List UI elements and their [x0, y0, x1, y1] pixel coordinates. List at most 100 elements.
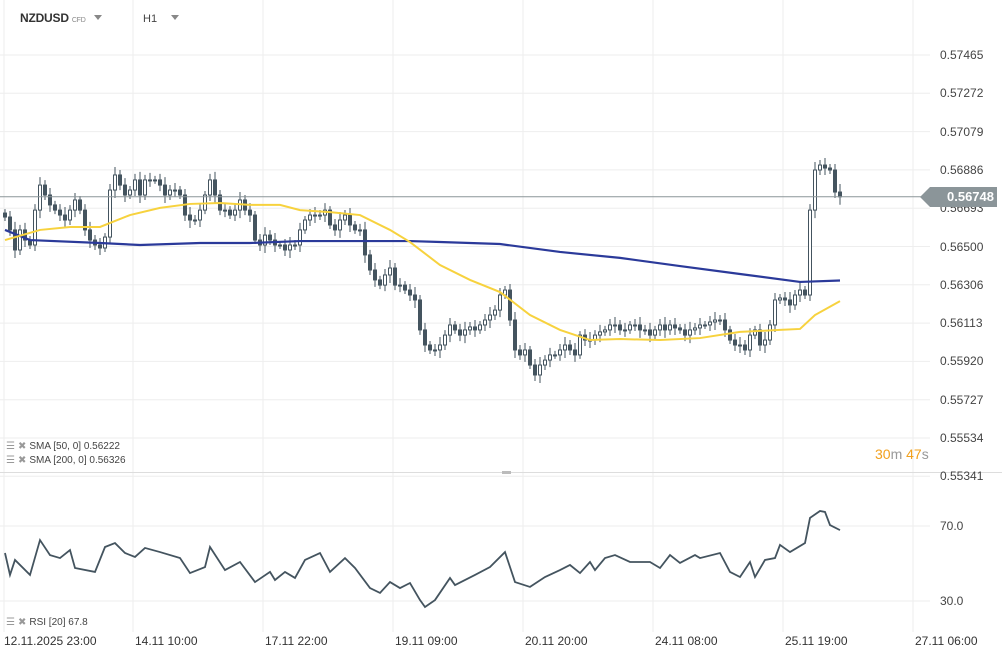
candle-body: [578, 334, 582, 356]
candle: [143, 174, 147, 201]
candle-body: [673, 324, 677, 329]
candle: [3, 209, 7, 222]
candle-body: [558, 349, 562, 356]
candle: [533, 359, 537, 381]
candle: [388, 260, 392, 283]
candle: [383, 268, 387, 292]
candle-body: [393, 267, 397, 286]
candle: [708, 315, 712, 331]
candle: [223, 203, 227, 218]
candle: [473, 319, 477, 337]
candle-body: [708, 321, 712, 326]
candle: [88, 221, 92, 249]
chevron-down-icon: [93, 15, 102, 20]
candle-body: [528, 349, 532, 366]
candle-body: [418, 299, 422, 331]
candle-body: [813, 169, 817, 211]
candle: [553, 350, 557, 359]
symbol-name: NZDUSD: [20, 11, 69, 25]
candle: [613, 316, 617, 333]
candle-body: [158, 179, 162, 186]
candle: [643, 324, 647, 335]
candle-body: [433, 349, 437, 352]
candle: [398, 278, 402, 293]
candle: [153, 175, 157, 184]
candle: [288, 237, 292, 258]
candle: [378, 275, 382, 290]
candle-body: [613, 324, 617, 327]
candle: [248, 203, 252, 223]
candle-body: [268, 234, 272, 241]
candle: [333, 218, 337, 236]
legend-rsi[interactable]: ☰ ✖ RSI [20] 67.8: [6, 617, 88, 628]
candle: [633, 318, 637, 331]
candle: [603, 325, 607, 336]
candle-body: [633, 324, 637, 327]
candle-body: [398, 284, 402, 287]
settings-icon[interactable]: ☰: [6, 455, 15, 466]
candle-body: [823, 164, 827, 169]
candle-body: [308, 214, 312, 221]
sma50-line: [4, 201, 841, 342]
candle-body: [33, 209, 37, 246]
pane-resize-handle[interactable]: [502, 471, 511, 474]
candle-body: [278, 244, 282, 247]
close-icon[interactable]: ✖: [17, 441, 27, 452]
candle: [358, 223, 362, 236]
candle-body: [138, 179, 142, 196]
candle: [458, 323, 462, 342]
candle-body: [448, 324, 452, 336]
candle-body: [533, 364, 537, 376]
candle-body: [343, 214, 347, 221]
candle: [298, 222, 302, 253]
close-icon[interactable]: ✖: [17, 617, 27, 628]
candle: [653, 325, 657, 340]
candle: [48, 188, 52, 212]
candle-body: [168, 189, 172, 196]
candle-body: [473, 326, 477, 331]
symbol-selector[interactable]: NZDUSD CFD: [20, 11, 102, 25]
price-axis-label: 0.56113: [940, 316, 983, 331]
candle-body: [748, 334, 752, 351]
settings-icon[interactable]: ☰: [6, 441, 15, 452]
candle-body: [443, 334, 447, 346]
candle-body: [623, 329, 627, 332]
candle: [423, 322, 427, 353]
candle-body: [628, 324, 632, 331]
candle-body: [803, 289, 807, 296]
candle: [733, 334, 737, 352]
candle-body: [508, 289, 512, 321]
rsi-axis-label: 30.0: [940, 594, 964, 608]
sma200-label: SMA [200, 0] 0.56326: [29, 455, 126, 466]
candle-body: [698, 324, 702, 329]
candle-body: [543, 359, 547, 366]
candle-body: [13, 229, 17, 251]
candle-body: [68, 209, 72, 221]
close-icon[interactable]: ✖: [17, 455, 27, 466]
candle-body: [523, 349, 527, 356]
candle: [608, 318, 612, 336]
candle: [78, 195, 82, 215]
settings-icon[interactable]: ☰: [6, 617, 15, 628]
price-axis-label: 0.55920: [940, 354, 984, 369]
timeframe-selector[interactable]: H1: [143, 13, 180, 25]
candle-body: [83, 209, 87, 231]
candle-body: [338, 219, 342, 231]
candle: [18, 224, 22, 255]
legend-sma200[interactable]: ☰ ✖ SMA [200, 0] 0.56326: [6, 455, 126, 466]
candle: [488, 307, 492, 329]
legend-sma50[interactable]: ☰ ✖ SMA [50, 0] 0.56222: [6, 441, 120, 452]
candle: [753, 325, 757, 340]
candle-body: [478, 324, 482, 331]
candle-body: [553, 354, 557, 357]
candle-body: [773, 299, 777, 326]
candle-body: [118, 174, 122, 186]
candle-body: [428, 344, 432, 351]
candle-body: [313, 214, 317, 217]
candle-body: [123, 184, 127, 196]
candle-body: [788, 299, 792, 306]
countdown-minutes-unit: m: [890, 446, 903, 462]
candle-body: [128, 189, 132, 196]
candle-body: [763, 339, 767, 346]
